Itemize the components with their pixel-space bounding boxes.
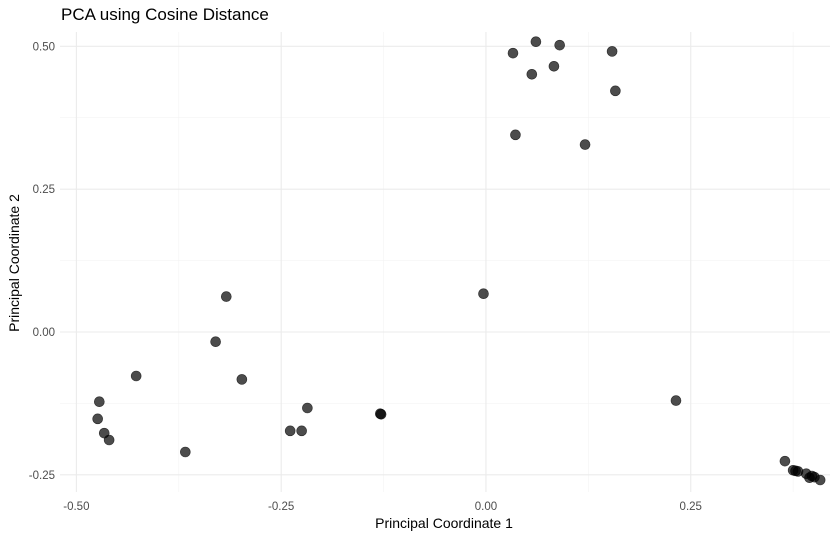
x-tick-label: -0.25 (268, 501, 294, 513)
data-point (507, 47, 519, 59)
grid-lines (60, 32, 830, 492)
data-point (670, 395, 682, 406)
data-point (302, 402, 313, 414)
data-point (374, 408, 386, 420)
data-point (210, 336, 221, 348)
data-point (554, 39, 565, 51)
y-tick-label: -0.25 (29, 470, 55, 482)
data-point (478, 288, 489, 300)
data-point (610, 85, 621, 97)
data-point (296, 425, 307, 437)
data-point (94, 396, 105, 408)
x-tick-label: 0.00 (475, 501, 497, 513)
data-point (526, 68, 538, 80)
data-point (103, 434, 115, 446)
data-point (92, 413, 103, 425)
data-point (779, 455, 791, 467)
y-tick-label: 0.50 (33, 41, 55, 53)
data-point (814, 474, 826, 486)
chart-title: PCA using Cosine Distance (61, 5, 269, 24)
data-point (579, 139, 591, 150)
x-axis-title: Principal Coordinate 1 (375, 515, 513, 531)
x-tick-label: 0.25 (680, 501, 702, 513)
y-tick-label: 0.25 (33, 184, 55, 196)
data-points (92, 36, 826, 486)
y-tick-label: 0.00 (33, 327, 55, 339)
data-point (236, 374, 248, 385)
data-point (180, 446, 191, 458)
data-point (130, 370, 142, 382)
data-point (548, 60, 560, 72)
y-axis-title: Principal Coordinate 2 (6, 194, 22, 332)
data-point (510, 129, 521, 141)
data-point (530, 36, 542, 48)
data-point (284, 425, 296, 437)
x-tick-label: -0.50 (63, 501, 89, 513)
data-point (220, 291, 232, 302)
data-point (606, 46, 618, 57)
x-axis-ticks: -0.50 -0.25 0.00 0.25 (63, 501, 702, 513)
y-axis-ticks: -0.25 0.00 0.25 0.50 (29, 41, 55, 482)
